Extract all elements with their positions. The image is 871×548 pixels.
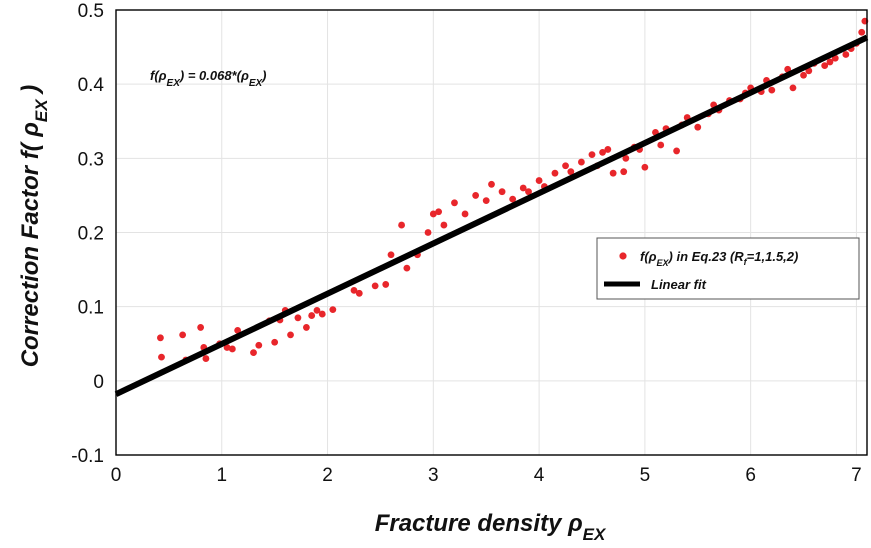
data-point: [461, 210, 469, 218]
legend-marker-scatter: [619, 252, 627, 260]
data-point: [387, 251, 395, 259]
legend-label-fit: Linear fit: [651, 277, 707, 292]
data-point: [197, 324, 205, 331]
y-axis-label: Correction Factor f( ρEX ): [17, 85, 51, 368]
data-point: [821, 62, 829, 70]
data-point: [382, 281, 390, 288]
data-point: [429, 210, 437, 218]
y-tick-label: 0: [93, 372, 104, 393]
legend: f(ρEX) in Eq.23 (Rf=1,1.5,2) Linear fit: [596, 237, 860, 300]
data-point: [562, 162, 569, 170]
x-tick-label: 6: [745, 465, 756, 486]
x-axis-label: Fracture density ρEX: [375, 510, 607, 544]
y-tick-label: -0.1: [71, 446, 104, 467]
data-point: [622, 154, 630, 162]
data-point: [800, 71, 807, 79]
data-point: [294, 314, 302, 322]
data-point: [234, 327, 242, 334]
data-point: [620, 168, 628, 176]
data-point: [302, 324, 310, 331]
y-tick-label: 0.3: [78, 149, 104, 170]
data-point: [371, 282, 379, 290]
data-point: [641, 163, 649, 171]
x-tick-label: 2: [322, 465, 333, 486]
grid: [116, 10, 867, 455]
data-point: [329, 306, 337, 314]
data-point: [498, 188, 506, 196]
x-tick-label: 4: [534, 465, 545, 486]
data-point: [179, 331, 187, 339]
data-point: [525, 188, 532, 196]
data-point: [403, 264, 411, 272]
fit-equation: f(ρEX) = 0.068*(ρEX): [150, 68, 267, 89]
data-point: [588, 151, 596, 159]
data-point: [287, 331, 294, 339]
data-point: [578, 158, 585, 166]
data-point: [482, 197, 490, 205]
data-point: [535, 177, 543, 184]
data-point: [826, 58, 834, 66]
data-point: [318, 310, 326, 318]
data-point: [424, 229, 432, 236]
data-point: [657, 141, 665, 149]
y-tick-label: 0.5: [78, 1, 104, 22]
data-point: [398, 221, 405, 229]
data-point: [609, 169, 617, 177]
data-point: [599, 149, 606, 156]
data-point: [158, 353, 165, 361]
data-point: [228, 345, 236, 353]
data-point: [509, 195, 517, 203]
data-point: [308, 312, 316, 319]
x-tick-label: 3: [428, 465, 439, 486]
data-point: [157, 334, 164, 342]
x-tick-label: 5: [640, 465, 651, 486]
y-tick-label: 0.2: [78, 224, 104, 245]
fit-line-group: [114, 34, 869, 397]
data-point: [694, 123, 702, 131]
data-point: [313, 306, 321, 314]
data-point: [451, 199, 458, 207]
data-point: [488, 180, 495, 188]
data-point: [435, 208, 443, 216]
data-point: [255, 341, 263, 349]
data-point: [350, 286, 358, 294]
data-point: [202, 355, 210, 362]
data-point: [519, 184, 527, 192]
y-tick-label: 0.4: [78, 75, 105, 96]
y-tick-label: 0.1: [78, 298, 104, 319]
x-tick-label: 1: [216, 465, 227, 486]
data-point: [567, 168, 575, 176]
data-point: [355, 289, 363, 297]
data-point: [271, 338, 279, 346]
legend-label-scatter: f(ρEX) in Eq.23 (Rf=1,1.5,2): [640, 249, 798, 268]
data-point: [440, 221, 448, 229]
data-point: [472, 192, 480, 199]
linear-fit-line: [114, 34, 869, 397]
data-point: [551, 169, 559, 177]
x-tick-labels: 0 1 2 3 4 5 6 7: [111, 465, 862, 486]
data-point: [673, 147, 681, 155]
data-point: [789, 84, 797, 92]
data-point: [768, 86, 776, 94]
data-point: [842, 51, 850, 58]
data-point: [223, 344, 231, 351]
data-point: [604, 146, 612, 153]
x-tick-label: 0: [111, 465, 122, 486]
data-point: [858, 28, 866, 36]
legend-box: [596, 237, 860, 300]
data-point: [250, 349, 257, 357]
x-tick-label: 7: [851, 465, 862, 486]
y-tick-labels: -0.1 0 0.1 0.2 0.3 0.4 0.5: [71, 1, 104, 467]
plot-frame: [115, 9, 868, 456]
